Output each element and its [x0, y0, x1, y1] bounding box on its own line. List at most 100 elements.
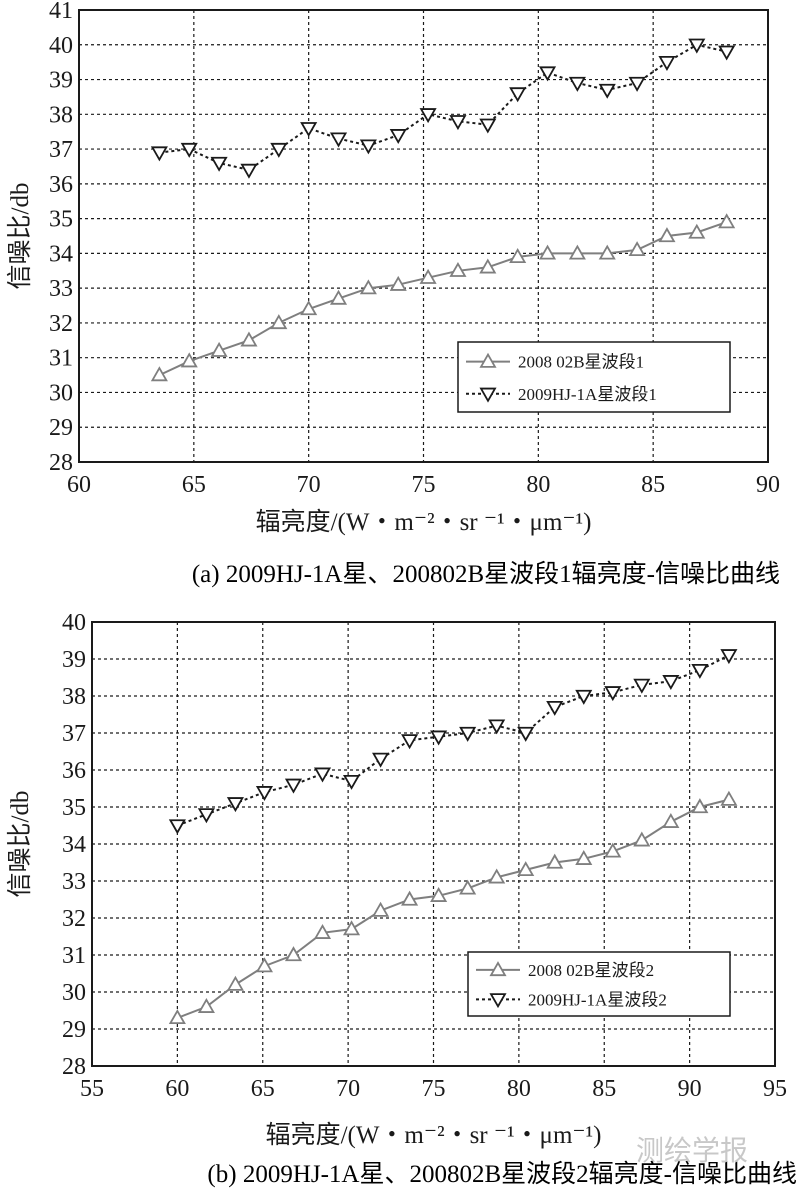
legend: 2008 02B星波段1 2009HJ-1A星波段1 — [457, 341, 731, 413]
x-tick-label: 90 — [756, 472, 780, 498]
x-tick-label: 75 — [412, 472, 436, 498]
x-tick-label: 95 — [763, 1076, 787, 1102]
data-point — [226, 797, 244, 813]
data-point — [546, 853, 564, 869]
x-tick-label: 60 — [165, 1076, 189, 1102]
data-point — [300, 300, 318, 316]
data-point — [479, 258, 497, 274]
data-point — [359, 139, 377, 155]
x-axis-label: 辐亮度/(W・m⁻²・sr ⁻¹・μm⁻¹) — [266, 1121, 602, 1149]
data-point — [604, 686, 622, 702]
legend-entry: 2008 02B星波段1 — [518, 353, 644, 372]
data-point — [150, 146, 168, 162]
data-point — [449, 115, 467, 131]
data-point — [180, 142, 198, 158]
y-tick-label: 29 — [49, 415, 73, 441]
plot-frame — [91, 621, 776, 1067]
data-point — [401, 734, 419, 750]
y-tick-label: 34 — [62, 832, 86, 858]
series-2008 — [150, 213, 736, 382]
y-tick-label: 28 — [49, 450, 73, 476]
legend-box — [457, 341, 731, 413]
legend-entry: 2009HJ-1A星波段2 — [528, 990, 667, 1009]
data-point — [197, 808, 215, 824]
data-point — [372, 752, 390, 768]
data-point — [210, 156, 228, 172]
data-point — [342, 920, 361, 936]
legend-swatch-marker — [489, 993, 507, 1009]
data-point — [633, 831, 651, 847]
x-tick-label: 80 — [507, 1076, 531, 1102]
data-point — [226, 975, 244, 991]
series-2009 — [150, 38, 736, 179]
x-tick-label: 70 — [336, 1076, 360, 1102]
legend-swatch-marker — [479, 387, 497, 403]
data-point — [598, 244, 616, 260]
chart-a: 60 65 70 75 80 85 90 28 29 30 31 32 33 34 35 36 37 38 39 40… — [6, 0, 780, 536]
data-point — [691, 663, 709, 679]
data-point — [270, 314, 288, 330]
data-point — [517, 861, 535, 877]
data-point — [718, 45, 736, 61]
x-tick-label: 75 — [422, 1076, 446, 1102]
legend-swatch-marker — [479, 352, 497, 368]
data-point — [168, 819, 186, 835]
watermark-text: 测绘学报 — [636, 1134, 748, 1167]
data-point — [575, 849, 593, 865]
data-point — [168, 1009, 186, 1025]
y-tick-label: 36 — [62, 758, 86, 784]
y-tick-label: 37 — [62, 721, 86, 747]
data-point — [449, 261, 467, 277]
data-point — [688, 223, 706, 239]
y-tick-label: 34 — [49, 241, 73, 267]
data-point — [718, 213, 736, 229]
y-tick-label: 38 — [62, 684, 86, 710]
data-point — [342, 774, 361, 790]
y-tick-label: 29 — [62, 1017, 86, 1043]
data-point — [329, 132, 348, 148]
y-tick-label: 33 — [49, 276, 73, 302]
data-point — [658, 227, 676, 243]
data-point — [401, 890, 419, 906]
series-line — [159, 43, 727, 171]
data-point — [430, 730, 448, 746]
data-point — [459, 726, 477, 742]
data-point — [538, 66, 557, 82]
legend-box — [467, 951, 731, 1017]
y-tick-label: 41 — [49, 0, 73, 24]
data-point — [313, 923, 332, 939]
y-tick-label: 32 — [49, 311, 73, 337]
data-point — [359, 279, 377, 295]
data-point — [488, 719, 506, 735]
data-point — [662, 812, 680, 828]
data-point — [720, 790, 738, 806]
data-point — [479, 118, 497, 134]
x-tick-label: 85 — [592, 1076, 616, 1102]
y-tick-label: 35 — [62, 795, 86, 821]
data-point — [389, 129, 407, 144]
x-tick-label: 55 — [80, 1076, 104, 1102]
y-tick-label: 40 — [62, 610, 86, 636]
data-point — [720, 649, 738, 665]
data-point — [509, 87, 527, 103]
data-point — [633, 678, 651, 694]
y-tick-label: 31 — [49, 346, 73, 372]
data-point — [419, 108, 437, 124]
legend-entry: 2009HJ-1A星波段1 — [518, 385, 657, 404]
data-point — [240, 163, 258, 179]
data-point — [389, 275, 407, 291]
caption-b: (b) 2009HJ-1A星、200802B星波段2辐亮度-信噪比曲线 — [207, 1160, 797, 1188]
data-point — [546, 700, 564, 716]
y-tick-label: 33 — [62, 869, 86, 895]
data-point — [517, 726, 535, 742]
legend-entry: 2008 02B星波段2 — [528, 961, 654, 980]
data-point — [459, 879, 477, 895]
data-point — [210, 341, 228, 357]
caption-a: (a) 2009HJ-1A星、200802B星波段1辐亮度-信噪比曲线 — [192, 560, 780, 588]
y-tick-label: 36 — [49, 172, 73, 198]
x-tick-label: 85 — [641, 472, 665, 498]
data-point — [150, 366, 168, 382]
y-tick-label: 28 — [62, 1054, 86, 1080]
data-point — [255, 786, 274, 802]
data-point — [419, 268, 437, 284]
